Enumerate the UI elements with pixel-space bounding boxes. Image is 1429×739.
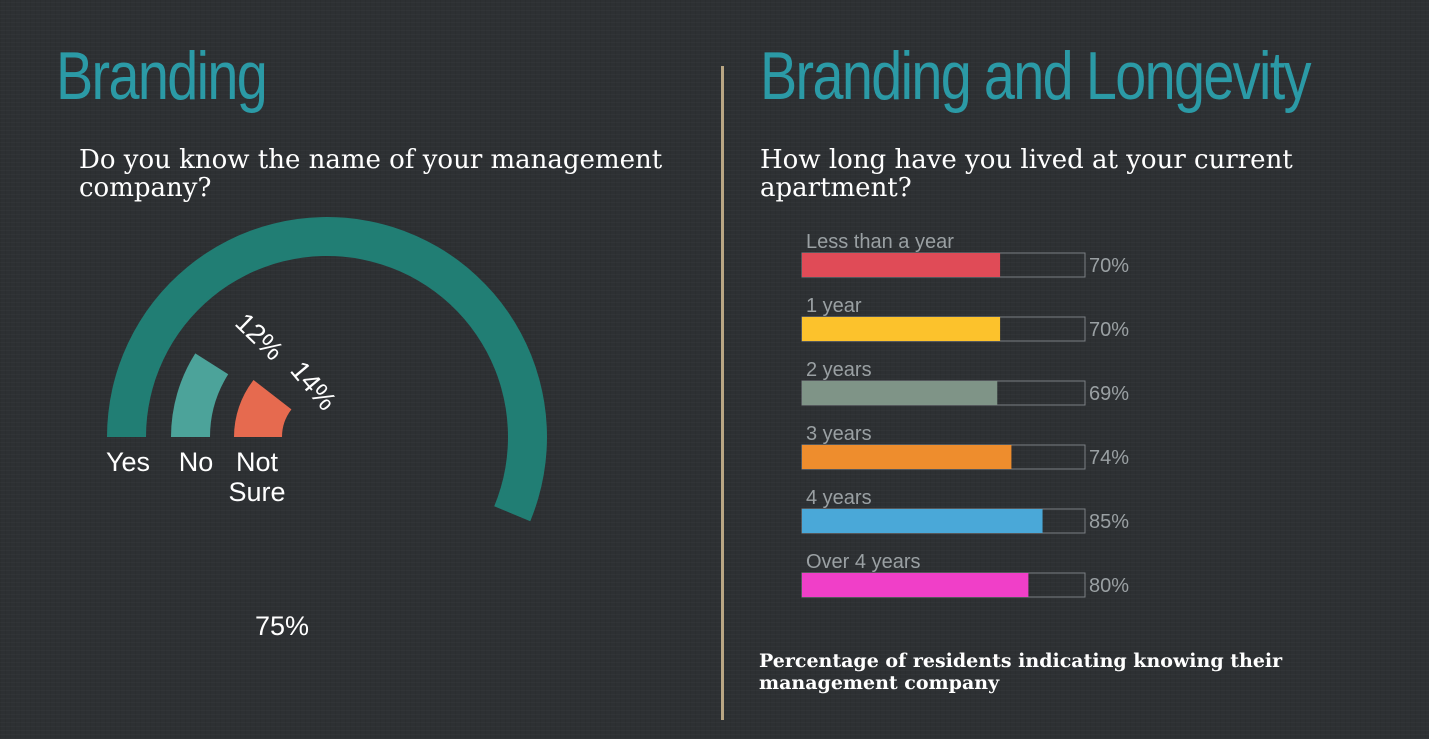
- page-title-branding: Branding: [56, 38, 268, 114]
- panel-divider: [721, 66, 724, 720]
- bar-value-label-over-4-years: 80%: [1089, 575, 1129, 597]
- question-residence-length: How long have you lived at your current …: [760, 145, 1293, 203]
- donut-segment-not-sure: [234, 379, 292, 437]
- value-label-yes: 75%: [255, 611, 309, 641]
- bar-category-label-1-year: 1 year: [806, 295, 862, 317]
- bar-value-label-2-years: 69%: [1089, 383, 1129, 405]
- page-title-branding-longevity: Branding and Longevity: [760, 38, 1311, 114]
- bar-value-label-less-than-a-year: 70%: [1089, 255, 1129, 277]
- bar-fill-over-4-years: [802, 573, 1029, 597]
- donut-segment-no: [171, 353, 229, 437]
- bar-value-label-1-year: 70%: [1089, 319, 1129, 341]
- bar-value-label-4-years: 85%: [1089, 511, 1129, 533]
- question-management-company: Do you know the name of your management …: [79, 145, 663, 203]
- chart-footnote: Percentage of residents indicating knowi…: [759, 650, 1283, 694]
- bar-fill-3-years: [802, 445, 1012, 469]
- bar-value-label-3-years: 74%: [1089, 447, 1129, 469]
- bar-fill-4-years: [802, 509, 1043, 533]
- bar-category-label-2-years: 2 years: [806, 359, 872, 381]
- category-label-no: No: [179, 447, 214, 477]
- donut-segment-yes: [107, 216, 547, 522]
- bar-fill-less-than-a-year: [802, 253, 1001, 277]
- bar-category-label-4-years: 4 years: [806, 487, 872, 509]
- bar-category-label-3-years: 3 years: [806, 423, 872, 445]
- bar-fill-2-years: [802, 381, 998, 405]
- category-label-not-sure: Not Sure: [228, 447, 285, 507]
- bar-fill-1-year: [802, 317, 1001, 341]
- category-label-yes: Yes: [106, 447, 150, 477]
- bar-category-label-less-than-a-year: Less than a year: [806, 231, 954, 253]
- bar-category-label-over-4-years: Over 4 years: [806, 551, 920, 573]
